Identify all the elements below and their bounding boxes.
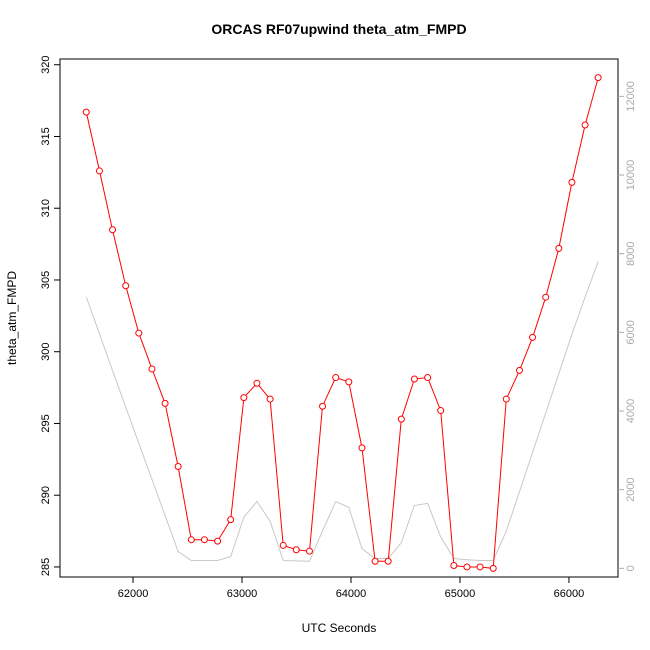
data-point	[214, 537, 222, 545]
data-point	[568, 178, 576, 186]
data-point	[371, 557, 379, 565]
chart-title: ORCAS RF07upwind theta_atm_FMPD	[211, 21, 466, 37]
series-layer	[82, 74, 602, 572]
data-point	[109, 226, 117, 234]
y2-tick-label: 8000	[625, 241, 637, 265]
data-point	[476, 563, 484, 571]
y-tick-label: 315	[40, 127, 52, 145]
data-point	[581, 121, 589, 129]
data-point	[305, 547, 313, 555]
data-point	[187, 536, 195, 544]
x-axis-label: UTC Seconds	[302, 621, 377, 635]
data-point	[332, 374, 340, 382]
data-point	[594, 74, 602, 82]
y-tick-label: 305	[40, 271, 52, 289]
y2-tick-label: 4000	[625, 399, 637, 423]
data-point	[319, 402, 327, 410]
x-tick-label: 62000	[118, 588, 149, 600]
data-point	[345, 378, 353, 386]
y-tick-label: 310	[40, 199, 52, 217]
x-tick-label: 63000	[227, 588, 258, 600]
data-point	[148, 365, 156, 373]
data-point	[489, 564, 497, 572]
y-tick-label: 285	[40, 558, 52, 576]
data-point	[122, 282, 130, 290]
y2-tick-label: 6000	[625, 320, 637, 344]
data-point	[555, 244, 563, 252]
x-axis: 62000 63000 64000 65000 66000	[118, 577, 585, 600]
y2-tick-label: 10000	[625, 160, 637, 191]
data-point	[95, 167, 103, 175]
x-tick-label: 66000	[554, 588, 585, 600]
data-point	[424, 374, 432, 382]
y-axis-left: 285 290 295 300 305 310 315 320	[40, 56, 60, 576]
data-point	[135, 329, 143, 337]
y-tick-label: 300	[40, 343, 52, 361]
data-point	[437, 407, 445, 415]
data-point	[358, 444, 366, 452]
series-line-right-axis	[85, 261, 599, 562]
y-axis-label: theta_atm_FMPD	[5, 271, 19, 365]
y2-tick-label: 0	[625, 565, 637, 571]
data-point	[227, 516, 235, 524]
y-tick-label: 320	[40, 56, 52, 74]
y-axis-right: 0 2000 4000 6000 8000 10000 12000	[618, 81, 637, 571]
series-line-left-axis	[85, 77, 599, 569]
data-point	[515, 366, 523, 374]
data-point	[292, 546, 300, 554]
data-point	[161, 399, 169, 407]
y-tick-label: 295	[40, 414, 52, 432]
data-point	[529, 333, 537, 341]
y2-tick-label: 12000	[625, 81, 637, 112]
data-point	[253, 379, 261, 387]
data-point	[502, 395, 510, 403]
data-point	[397, 415, 405, 423]
data-point	[384, 557, 392, 565]
data-point	[279, 541, 287, 549]
data-point	[82, 108, 90, 116]
data-point	[463, 563, 471, 571]
data-point	[240, 394, 248, 402]
x-tick-label: 65000	[445, 588, 476, 600]
y-tick-label: 290	[40, 486, 52, 504]
plot-frame	[59, 58, 619, 578]
data-point	[410, 375, 418, 383]
data-point	[174, 463, 182, 471]
data-point	[266, 395, 274, 403]
data-point	[542, 293, 550, 301]
x-tick-label: 64000	[336, 588, 367, 600]
y2-tick-label: 2000	[625, 477, 637, 501]
data-point	[200, 536, 208, 544]
data-point	[450, 562, 458, 570]
